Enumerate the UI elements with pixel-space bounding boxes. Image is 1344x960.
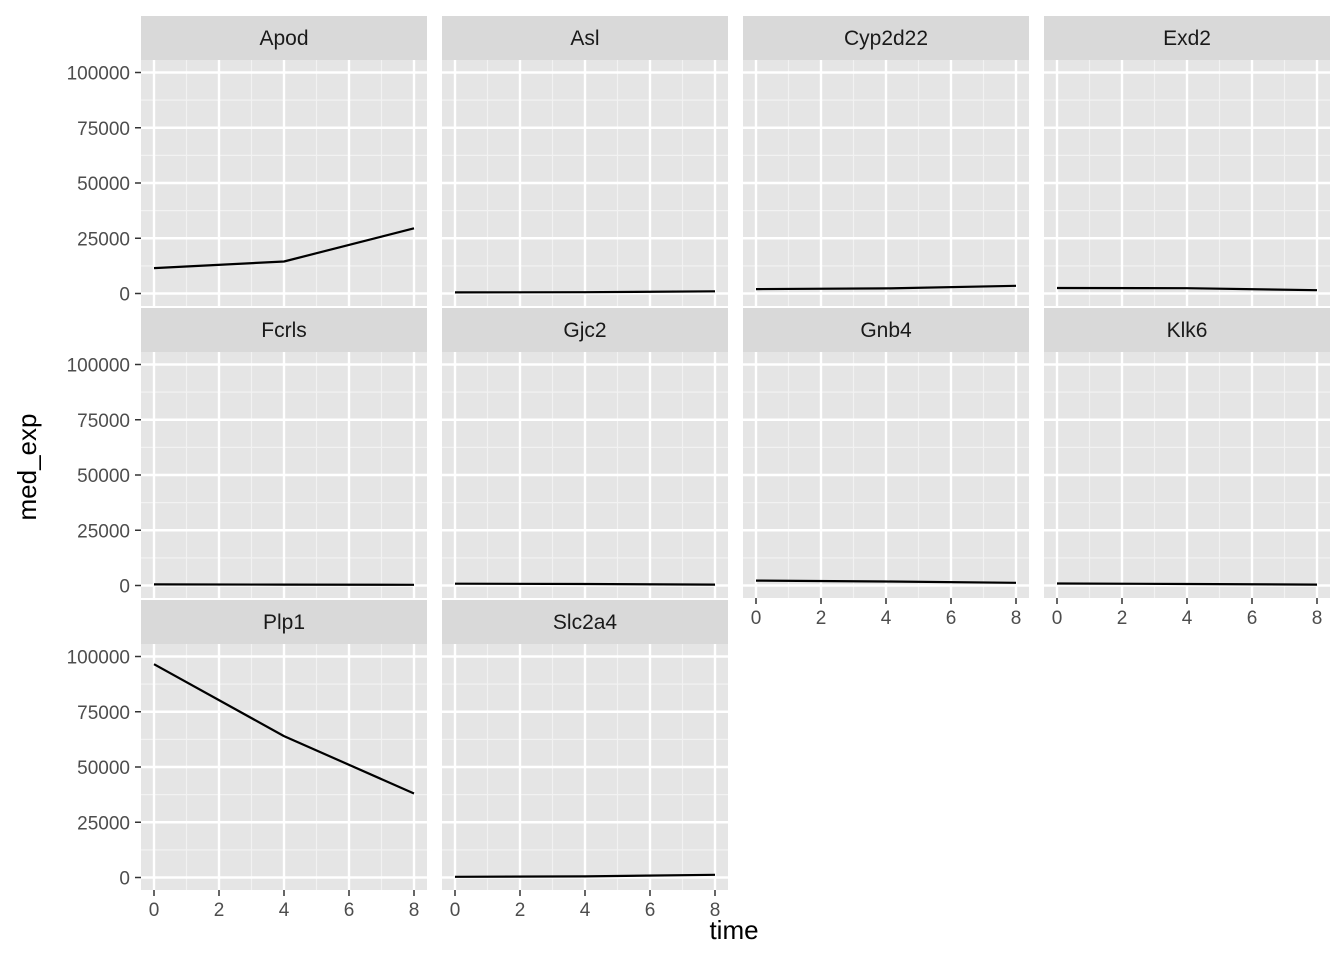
facet-strip	[442, 600, 728, 644]
facet-strip-label: Apod	[259, 27, 308, 50]
facet-strip-label: Gnb4	[860, 319, 912, 342]
series-line-klk6	[1056, 582, 1318, 586]
y-tick-label: 75000	[77, 119, 130, 140]
x-tick-label: 8	[409, 900, 420, 921]
facet-strip	[442, 308, 728, 352]
y-tick-label: 50000	[77, 758, 130, 779]
y-axis-title: med_exp	[12, 414, 42, 521]
y-tick-label: 0	[119, 869, 130, 890]
facet-strip-label: Plp1	[263, 611, 305, 634]
facet-strip	[743, 16, 1029, 60]
y-tick-label: 50000	[77, 174, 130, 195]
y-tick-label: 25000	[77, 229, 130, 250]
x-tick-label: 8	[1011, 608, 1022, 629]
series-line-gnb4	[755, 579, 1017, 584]
facet-exd2: Exd2	[1044, 16, 1330, 306]
series-line-slc2a4	[454, 873, 716, 878]
x-tick-label: 4	[580, 900, 591, 921]
facet-strip	[442, 16, 728, 60]
x-tick-label: 4	[881, 608, 892, 629]
y-tick-label: 100000	[67, 64, 130, 85]
x-tick-label: 8	[710, 900, 721, 921]
facet-panels: Apod 0 25000 50000 75000 100000 Asl Cyp2d22 Exd2…	[67, 16, 1330, 921]
facet-strip	[141, 600, 427, 644]
x-tick-label: 0	[751, 608, 762, 629]
x-axis-title: time	[709, 915, 758, 945]
x-tick-label: 6	[344, 900, 355, 921]
y-tick-label: 75000	[77, 411, 130, 432]
facet-gjc2: Gjc2	[442, 308, 728, 598]
facet-strip-label: Klk6	[1167, 319, 1208, 342]
x-tick-label: 0	[450, 900, 461, 921]
facet-gnb4: Gnb4 0 2 4 6 8	[743, 308, 1029, 629]
series-line-gjc2	[454, 582, 716, 586]
y-tick-label: 50000	[77, 466, 130, 487]
facet-cyp2d22: Cyp2d22	[743, 16, 1029, 306]
x-tick-label: 0	[1052, 608, 1063, 629]
x-tick-label: 2	[214, 900, 225, 921]
x-tick-label: 6	[1247, 608, 1258, 629]
facet-strip-label: Cyp2d22	[844, 27, 928, 50]
facet-strip	[1044, 308, 1330, 352]
facet-klk6: Klk6 0 2 4 6 8	[1044, 308, 1330, 629]
y-tick-label: 100000	[67, 648, 130, 669]
x-tick-label: 8	[1312, 608, 1323, 629]
facet-strip-label: Asl	[570, 27, 599, 50]
series-line-asl	[454, 290, 716, 294]
facet-strip-label: Gjc2	[563, 319, 606, 342]
y-tick-label: 25000	[77, 521, 130, 542]
facet-strip-label: Fcrls	[261, 319, 307, 342]
facet-fcrls: Fcrls 0 25000 50000 75000 100000	[67, 308, 427, 598]
y-tick-label: 0	[119, 577, 130, 598]
facet-plp1: Plp1 0 25000 50000 75000 100000 0 2 4 6 8	[67, 600, 427, 921]
x-tick-label: 2	[1117, 608, 1128, 629]
x-tick-label: 6	[645, 900, 656, 921]
x-tick-label: 2	[816, 608, 827, 629]
facet-apod: Apod 0 25000 50000 75000 100000	[67, 16, 427, 306]
x-tick-label: 2	[515, 900, 526, 921]
facet-strip	[141, 308, 427, 352]
series-line-cyp2d22	[755, 284, 1017, 291]
facet-strip	[141, 16, 427, 60]
y-tick-label: 25000	[77, 813, 130, 834]
y-tick-label: 0	[119, 285, 130, 306]
y-tick-label: 100000	[67, 356, 130, 377]
facet-asl: Asl	[442, 16, 728, 306]
x-tick-label: 6	[946, 608, 957, 629]
series-line-apod	[153, 227, 415, 270]
y-tick-label: 75000	[77, 703, 130, 724]
facet-strip-label: Exd2	[1163, 27, 1211, 50]
facet-strip-label: Slc2a4	[553, 611, 618, 634]
facet-strip	[743, 308, 1029, 352]
facet-slc2a4: Slc2a4 0 2 4 6 8	[442, 600, 728, 921]
series-line-plp1	[153, 663, 415, 795]
x-tick-label: 4	[1182, 608, 1193, 629]
series-line-exd2	[1056, 286, 1318, 292]
facet-strip	[1044, 16, 1330, 60]
x-tick-label: 0	[149, 900, 160, 921]
x-tick-label: 4	[279, 900, 290, 921]
